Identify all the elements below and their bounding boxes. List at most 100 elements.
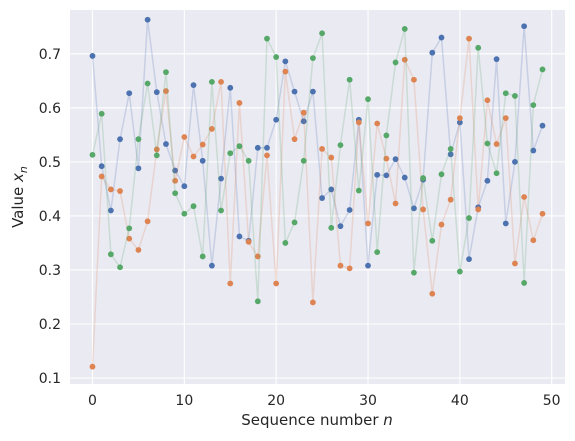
data-point xyxy=(144,16,151,23)
data-point xyxy=(493,170,500,177)
data-point xyxy=(530,102,537,109)
data-point xyxy=(89,53,96,59)
data-point xyxy=(135,247,142,253)
x-tick-label: 40 xyxy=(451,393,469,409)
series-3 xyxy=(89,26,546,305)
data-point xyxy=(411,76,417,83)
data-point xyxy=(172,167,179,174)
data-point xyxy=(539,210,546,217)
data-point xyxy=(502,220,509,227)
data-point xyxy=(420,206,427,213)
data-point xyxy=(190,82,197,89)
data-point xyxy=(291,88,298,95)
data-point xyxy=(502,90,509,97)
series-layer xyxy=(89,16,546,370)
series-1 xyxy=(89,16,546,269)
data-point xyxy=(273,280,280,287)
data-point xyxy=(236,143,243,150)
data-point xyxy=(218,78,224,85)
data-point xyxy=(337,262,344,269)
data-point xyxy=(190,203,197,210)
data-point xyxy=(273,54,280,60)
data-point xyxy=(310,299,316,306)
data-point xyxy=(365,262,371,269)
data-point xyxy=(456,119,463,126)
data-point xyxy=(337,142,344,149)
x-axis-label: Sequence number n xyxy=(241,411,393,429)
data-point xyxy=(401,174,408,181)
data-point xyxy=(89,363,96,370)
x-tick-label: 50 xyxy=(543,393,561,409)
data-point xyxy=(392,59,399,66)
data-point xyxy=(401,26,408,32)
data-point xyxy=(521,23,528,30)
data-point xyxy=(466,215,472,221)
data-point xyxy=(153,89,160,96)
data-point xyxy=(521,194,528,200)
data-point xyxy=(493,141,500,147)
data-point xyxy=(199,253,206,260)
data-point xyxy=(355,187,362,194)
data-point xyxy=(438,221,445,228)
data-point xyxy=(181,210,188,217)
data-point xyxy=(264,144,270,151)
gridlines xyxy=(70,10,565,384)
data-point xyxy=(438,34,445,41)
data-point xyxy=(411,269,417,276)
data-point xyxy=(144,80,151,87)
data-point xyxy=(153,152,160,159)
data-point xyxy=(429,237,436,244)
data-point xyxy=(181,134,188,140)
data-point xyxy=(254,298,261,305)
series-line xyxy=(91,38,544,367)
data-point xyxy=(512,93,518,99)
data-point xyxy=(512,260,518,267)
data-point xyxy=(218,175,224,182)
data-point xyxy=(328,154,335,161)
data-point xyxy=(383,132,390,139)
data-point xyxy=(199,141,206,148)
series-2 xyxy=(89,35,546,370)
data-point xyxy=(107,251,114,258)
y-axis-label: Value xn xyxy=(9,166,30,228)
data-point xyxy=(447,196,454,203)
data-point xyxy=(282,240,289,246)
data-point xyxy=(227,150,234,157)
x-tick-label: 30 xyxy=(359,393,377,409)
data-point xyxy=(172,190,179,197)
data-point xyxy=(227,280,234,287)
data-point xyxy=(420,175,427,181)
data-point xyxy=(245,238,252,245)
data-point xyxy=(264,35,270,42)
data-point xyxy=(355,119,362,126)
x-tick-label: 10 xyxy=(175,393,193,409)
data-point xyxy=(98,110,105,117)
data-point xyxy=(530,147,537,154)
data-point xyxy=(163,69,169,76)
data-point xyxy=(126,235,133,242)
data-point xyxy=(236,233,243,240)
data-point xyxy=(484,97,491,104)
data-point xyxy=(310,88,316,95)
x-tick-label: 0 xyxy=(88,393,97,409)
data-point xyxy=(346,265,353,272)
data-point xyxy=(365,96,371,103)
data-point xyxy=(208,126,215,132)
data-point xyxy=(227,84,234,91)
data-point xyxy=(530,237,537,244)
data-point xyxy=(401,56,408,63)
data-point xyxy=(107,207,114,214)
data-point xyxy=(346,207,353,213)
data-point xyxy=(245,157,252,164)
data-point xyxy=(392,200,399,207)
data-point xyxy=(374,249,381,256)
data-point xyxy=(337,223,344,230)
data-point xyxy=(310,55,316,62)
data-point xyxy=(264,152,270,159)
data-point xyxy=(484,177,491,184)
y-tick-label: 0.2 xyxy=(39,317,61,333)
data-point xyxy=(512,158,518,165)
data-point xyxy=(107,186,114,193)
y-tick-label: 0.6 xyxy=(39,101,61,117)
